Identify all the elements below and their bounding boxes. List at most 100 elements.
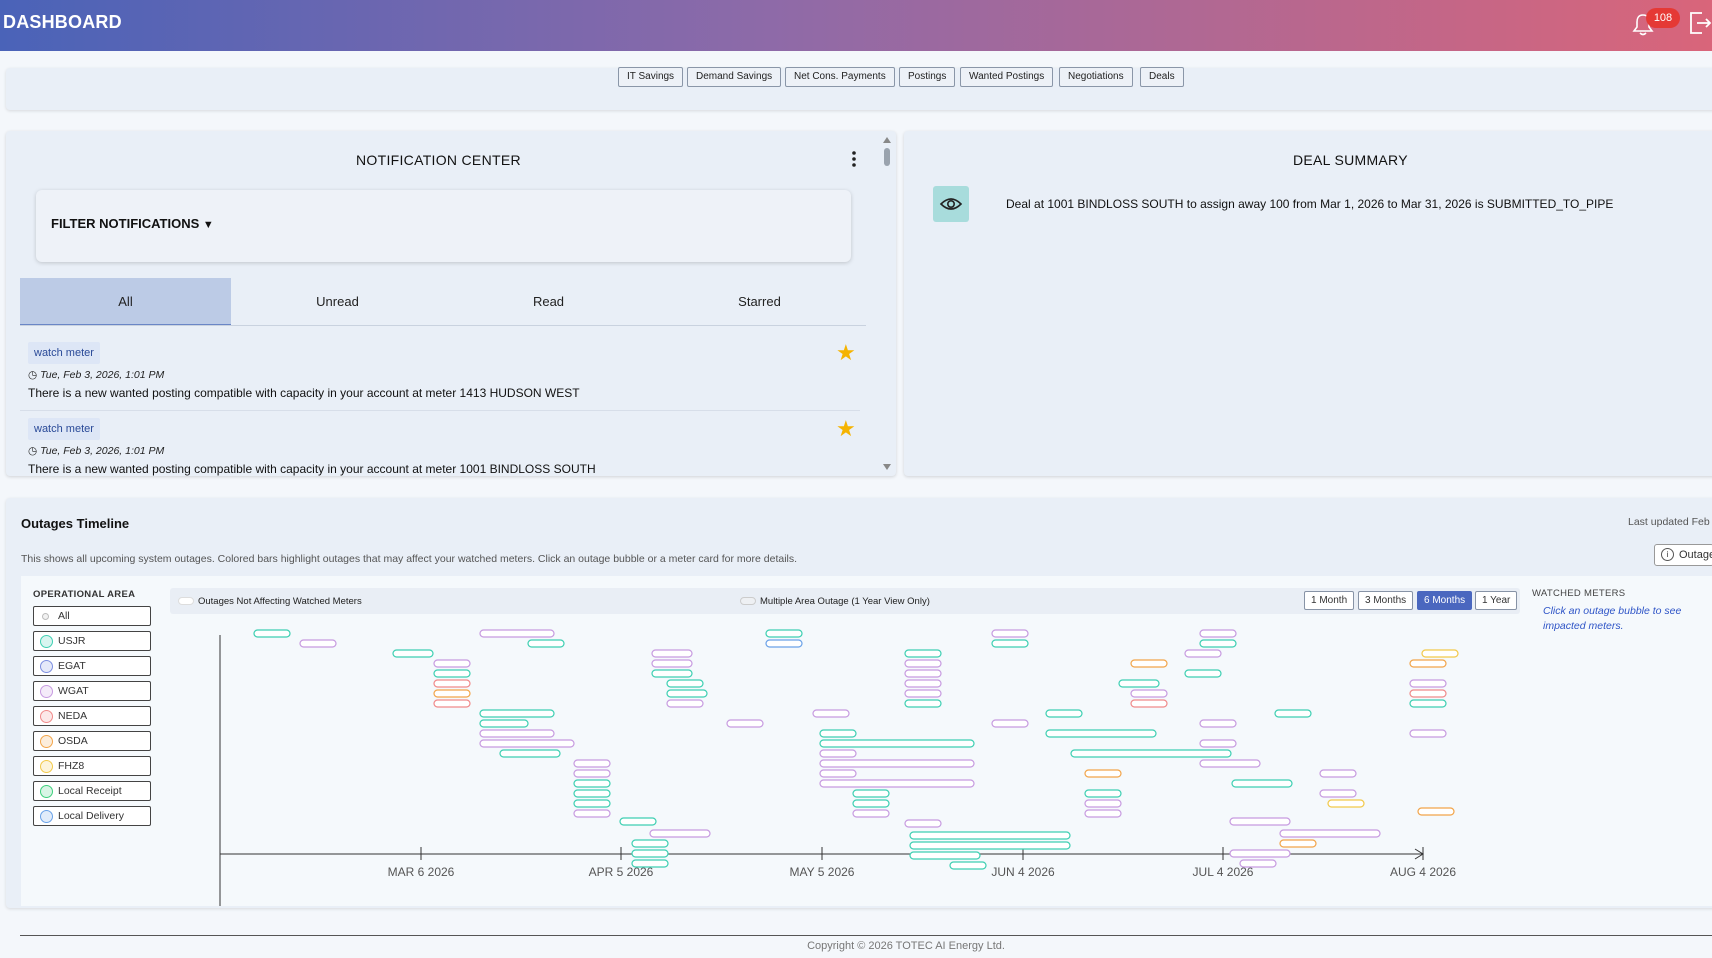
outage-bubble[interactable] bbox=[852, 789, 890, 798]
outage-bubble[interactable] bbox=[949, 861, 987, 870]
outage-bubble[interactable] bbox=[1070, 749, 1232, 758]
outage-bubble[interactable] bbox=[852, 809, 890, 818]
outage-bubble[interactable] bbox=[904, 659, 942, 668]
area-filter-local-delivery[interactable]: Local Delivery bbox=[33, 806, 151, 826]
outage-bubble[interactable] bbox=[1130, 689, 1168, 698]
outage-bubble[interactable] bbox=[1409, 729, 1447, 738]
outage-bubble[interactable] bbox=[765, 629, 803, 638]
outage-bubble[interactable] bbox=[1327, 799, 1365, 808]
logout-icon[interactable] bbox=[1688, 9, 1712, 37]
outage-bubble[interactable] bbox=[909, 831, 1071, 840]
outage-bubble[interactable] bbox=[1199, 739, 1237, 748]
it-savings-button[interactable]: IT Savings bbox=[618, 67, 684, 87]
outage-bubble[interactable] bbox=[573, 799, 611, 808]
outage-bubble[interactable] bbox=[1319, 769, 1357, 778]
deals-button[interactable]: Deals bbox=[1140, 67, 1184, 87]
outage-bubble[interactable] bbox=[819, 739, 975, 748]
outage-bubble[interactable] bbox=[666, 689, 708, 698]
negotiations-button[interactable]: Negotiations bbox=[1059, 67, 1133, 87]
outage-bubble[interactable] bbox=[1274, 709, 1312, 718]
outage-bubble[interactable] bbox=[1421, 649, 1459, 658]
outage-bubble[interactable] bbox=[991, 629, 1029, 638]
outage-bubble[interactable] bbox=[904, 699, 942, 708]
outage-bubble[interactable] bbox=[433, 659, 471, 668]
outage-bubble[interactable] bbox=[726, 719, 764, 728]
postings-button[interactable]: Postings bbox=[899, 67, 956, 87]
outage-bubble[interactable] bbox=[904, 649, 942, 658]
outage-bubble[interactable] bbox=[649, 829, 711, 838]
outage-bubble[interactable] bbox=[1409, 689, 1447, 698]
outage-bubble[interactable] bbox=[1084, 769, 1122, 778]
outage-bubble[interactable] bbox=[433, 699, 471, 708]
more-options-icon[interactable] bbox=[850, 150, 858, 168]
outage-bubble[interactable] bbox=[1045, 729, 1157, 738]
outage-bubble[interactable] bbox=[819, 759, 975, 768]
tab-read[interactable]: Read bbox=[532, 294, 565, 309]
outage-info-button[interactable]: i Outage bbox=[1654, 544, 1712, 566]
outage-bubble[interactable] bbox=[433, 689, 471, 698]
outage-bubble[interactable] bbox=[1239, 859, 1277, 868]
outage-bubble[interactable] bbox=[666, 679, 704, 688]
outage-bubble[interactable] bbox=[666, 699, 704, 708]
outage-bubble[interactable] bbox=[1229, 817, 1291, 826]
outage-bubble[interactable] bbox=[1199, 629, 1237, 638]
area-filter-all[interactable]: All bbox=[33, 606, 151, 626]
outage-bubble[interactable] bbox=[1199, 759, 1261, 768]
outage-bubble[interactable] bbox=[479, 739, 575, 748]
area-filter-egat[interactable]: EGAT bbox=[33, 656, 151, 676]
outage-bubble[interactable] bbox=[819, 749, 857, 758]
area-filter-osda[interactable]: OSDA bbox=[33, 731, 151, 751]
area-filter-local-receipt[interactable]: Local Receipt bbox=[33, 781, 151, 801]
area-filter-fhz8[interactable]: FHZ8 bbox=[33, 756, 151, 776]
outage-bubble[interactable] bbox=[1409, 659, 1447, 668]
outage-bubble[interactable] bbox=[1130, 699, 1168, 708]
outage-bubble[interactable] bbox=[573, 769, 611, 778]
range-1-month-button[interactable]: 1 Month bbox=[1304, 591, 1355, 610]
outage-bubble[interactable] bbox=[1130, 659, 1168, 668]
outage-bubble[interactable] bbox=[573, 789, 611, 798]
outage-bubble[interactable] bbox=[1417, 807, 1455, 816]
area-filter-neda[interactable]: NEDA bbox=[33, 706, 151, 726]
outage-bubble[interactable] bbox=[1279, 829, 1381, 838]
net-cons-payments-button[interactable]: Net Cons. Payments bbox=[785, 67, 895, 87]
outage-bubble[interactable] bbox=[433, 669, 471, 678]
outage-bubble[interactable] bbox=[765, 639, 803, 648]
outage-bubble[interactable] bbox=[1199, 639, 1237, 648]
outage-bubble[interactable] bbox=[631, 849, 669, 858]
outage-bubble[interactable] bbox=[904, 669, 942, 678]
outage-bubble[interactable] bbox=[812, 709, 850, 718]
outage-bubble[interactable] bbox=[1184, 649, 1222, 658]
star-icon[interactable]: ★ bbox=[836, 340, 856, 365]
area-filter-wgat[interactable]: WGAT bbox=[33, 681, 151, 701]
range-3-months-button[interactable]: 3 Months bbox=[1358, 591, 1414, 610]
tab-starred[interactable]: Starred bbox=[738, 294, 781, 309]
outage-bubble[interactable] bbox=[433, 679, 471, 688]
star-icon[interactable]: ★ bbox=[836, 416, 856, 441]
outage-bubble[interactable] bbox=[479, 709, 555, 718]
range-6-months-button[interactable]: 6 Months bbox=[1417, 591, 1473, 610]
outages-timeline-chart[interactable]: MAR 6 2026 APR 5 2026 MAY 5 2026 JUN 4 2026… bbox=[160, 620, 1520, 908]
outage-bubble[interactable] bbox=[499, 749, 561, 758]
outage-bubble[interactable] bbox=[479, 629, 555, 638]
outage-bubble[interactable] bbox=[479, 719, 529, 728]
filter-notifications-panel[interactable]: FILTER NOTIFICATIONS ▼ bbox=[36, 190, 851, 262]
outage-bubble[interactable] bbox=[573, 809, 611, 818]
tab-unread[interactable]: Unread bbox=[316, 294, 359, 309]
outage-bubble[interactable] bbox=[819, 729, 857, 738]
outage-bubble[interactable] bbox=[651, 649, 693, 658]
outage-bubble[interactable] bbox=[1045, 709, 1083, 718]
outage-bubble[interactable] bbox=[1118, 679, 1160, 688]
wanted-postings-button[interactable]: Wanted Postings bbox=[960, 67, 1054, 87]
outage-bubble[interactable] bbox=[1199, 719, 1237, 728]
outage-bubble[interactable] bbox=[819, 779, 975, 788]
outage-bubble[interactable] bbox=[909, 851, 981, 860]
outage-bubble[interactable] bbox=[852, 799, 890, 808]
outage-bubble[interactable] bbox=[1084, 799, 1122, 808]
area-filter-usjr[interactable]: USJR bbox=[33, 631, 151, 651]
outage-bubble[interactable] bbox=[904, 819, 942, 828]
filter-notifications-label[interactable]: FILTER NOTIFICATIONS ▼ bbox=[51, 216, 214, 231]
outage-bubble[interactable] bbox=[904, 679, 942, 688]
outage-bubble[interactable] bbox=[1184, 669, 1222, 678]
view-deal-button[interactable] bbox=[933, 186, 969, 222]
outage-bubble[interactable] bbox=[1084, 809, 1122, 818]
